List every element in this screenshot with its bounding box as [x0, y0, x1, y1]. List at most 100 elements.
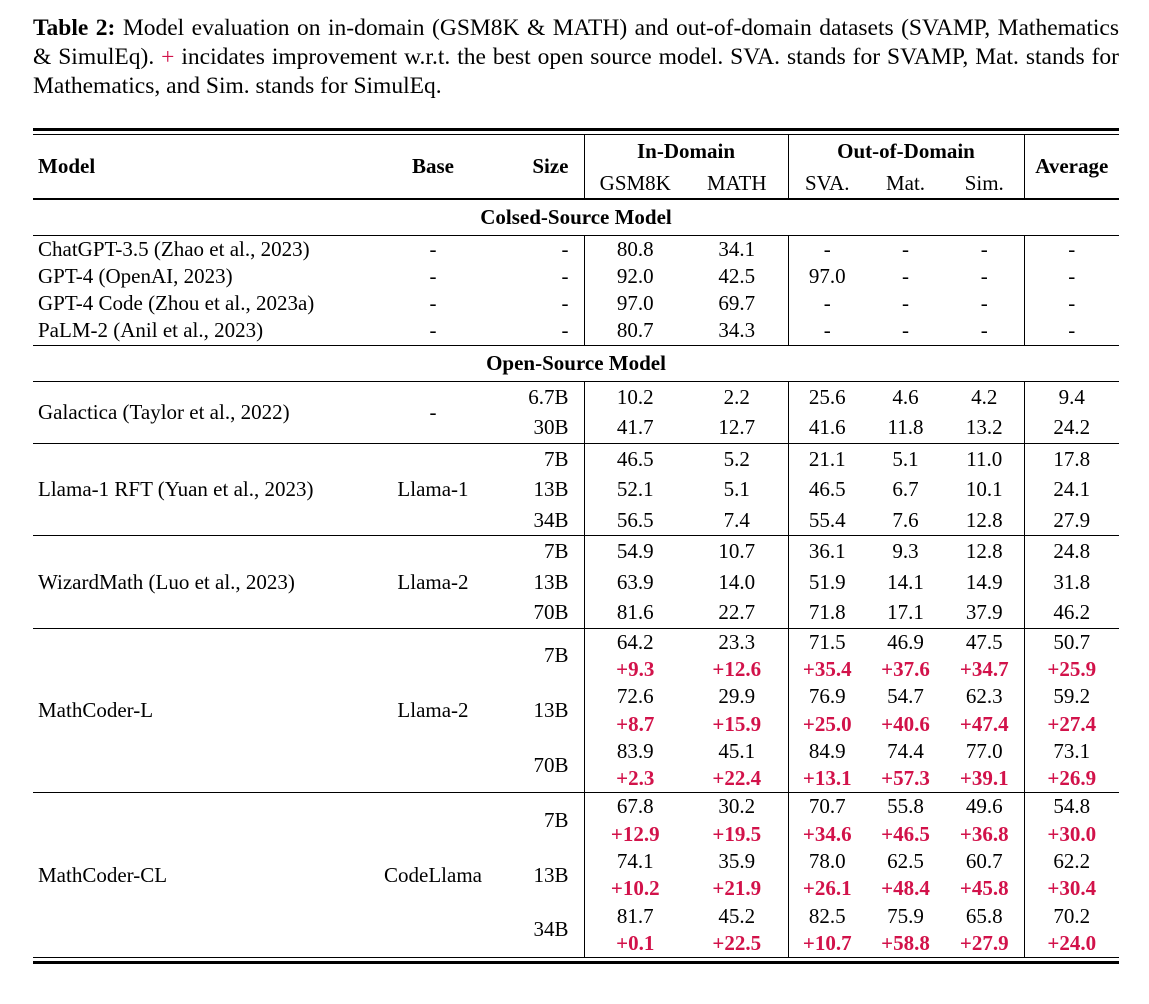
improvement-value: +27.9: [959, 930, 1009, 955]
score-value: 11.8: [887, 415, 924, 440]
model-name: WizardMath (Luo et al., 2023): [33, 535, 373, 629]
score-value: 41.6: [787, 412, 866, 444]
improvement-value: +57.3: [881, 766, 930, 791]
score-value: 23.3: [686, 627, 788, 656]
model-size: -: [561, 291, 569, 316]
improvement-value: +48.4: [881, 876, 930, 901]
score-value: -: [902, 236, 909, 261]
score-value: -: [902, 263, 909, 288]
model-size: 70B: [533, 600, 569, 625]
score-value: 78.0: [787, 848, 866, 876]
score-value: 55.4: [787, 504, 866, 536]
improvement-value: +22.4: [712, 766, 762, 791]
score-value: 46.5: [787, 474, 866, 505]
score-value: 64.2: [583, 627, 686, 656]
improvement-row: +12.9 +19.5 +34.6 +46.5 +36.8 +30.0: [33, 820, 1120, 849]
score-value: 17.8: [1023, 442, 1120, 475]
improvement-value: +9.3: [583, 655, 686, 684]
table-body: Colsed-Source Model ChatGPT-3.5 (Zhao et …: [33, 198, 1120, 958]
score-value: 62.5: [887, 849, 924, 874]
score-value: 70.2: [1023, 902, 1120, 930]
model-name: Galactica (Taylor et al., 2022): [38, 399, 290, 424]
score-value: 45.2: [718, 903, 756, 928]
improvement-value: +45.8: [959, 876, 1009, 901]
improvement-value: +34.6: [787, 820, 866, 849]
base-model: CodeLlama: [373, 792, 493, 958]
model-size: -: [561, 236, 569, 261]
score-value: 56.5: [583, 504, 686, 536]
model-size: 34B: [533, 917, 569, 942]
table-row: MathCoder-L Llama-2 7B 64.2 23.3 71.5 46.9 47.5…: [33, 627, 1120, 793]
model-size: 7B: [493, 627, 584, 684]
score-value: 9.3: [866, 535, 945, 567]
improvement-value: +46.5: [881, 821, 930, 846]
score-value: 31.8: [1023, 566, 1120, 598]
caption-text-2: incidates improvement w.r.t. the best op…: [33, 44, 1119, 99]
score-value: 25.6: [787, 381, 866, 413]
score-value: 24.1: [1023, 474, 1120, 505]
improvement-value: +30.4: [1023, 875, 1120, 903]
section-title: Open-Source Model: [33, 344, 1120, 382]
score-value: 80.7: [583, 317, 686, 346]
base-model: -: [429, 291, 437, 316]
table-row: 13B 72.6 29.9 76.9 54.7 62.3 59.2: [33, 683, 1120, 722]
score-value: 54.8: [1023, 792, 1120, 821]
model-size: 13B: [533, 862, 569, 887]
model-name: GPT-4 Code (Zhou et al., 2023a): [38, 291, 315, 316]
score-value: 7.4: [723, 507, 750, 532]
col-header-model: Model: [33, 134, 373, 200]
base-model: -: [429, 263, 437, 288]
col-header-base: Base: [373, 134, 493, 200]
improvement-value: +8.7: [583, 710, 686, 738]
improvement-row: +0.1 +22.5 +10.7 +58.8 +27.9 +24.0: [33, 929, 1120, 958]
col-header-sva: SVA.: [787, 167, 866, 200]
col-header-mat: Mat.: [866, 167, 945, 200]
score-value: 10.7: [686, 535, 788, 567]
results-table: Model Base Size In-Domain Out-of-Domain …: [33, 128, 1120, 964]
improvement-value: +37.6: [881, 656, 930, 681]
score-value: 71.8: [787, 597, 866, 629]
score-value: 92.0: [583, 262, 686, 291]
score-value: 12.8: [945, 535, 1025, 567]
score-value: -: [902, 291, 909, 316]
improvement-value: +19.5: [712, 821, 762, 846]
model-size: 7B: [493, 442, 584, 475]
model-size: 13B: [533, 569, 569, 594]
score-value: 42.5: [718, 263, 756, 288]
improvement-value: +12.9: [583, 820, 686, 849]
improvement-value: +47.4: [959, 711, 1009, 736]
score-value: 27.9: [1023, 504, 1120, 536]
score-value: 30.2: [686, 792, 788, 821]
score-value: 5.1: [723, 477, 750, 502]
score-value: 72.6: [583, 683, 686, 711]
table-row: 13B 74.1 35.9 78.0 62.5 60.7 62.2: [33, 848, 1120, 887]
table-header: Model Base Size In-Domain Out-of-Domain …: [33, 134, 1120, 200]
table-row: 70B 83.9 45.1 84.9 74.4 77.0 73.1: [33, 737, 1120, 777]
improvement-value: +36.8: [959, 821, 1009, 846]
improvement-row: +9.3 +12.6 +35.4 +37.6 +34.7 +25.9: [33, 655, 1120, 684]
col-header-gsm8k: GSM8K: [583, 167, 686, 200]
base-model: -: [429, 236, 437, 261]
table-row: 30B 41.7 12.7 41.6 11.8 13.2 24.2: [33, 412, 1120, 444]
improvement-value: +0.1: [583, 929, 686, 958]
score-value: 97.0: [787, 262, 866, 291]
score-value: 74.1: [583, 848, 686, 876]
improvement-value: +26.9: [1023, 765, 1120, 793]
improvement-value: +2.3: [583, 765, 686, 793]
score-value: 45.1: [718, 738, 756, 763]
base-model: Llama-2: [373, 627, 493, 793]
score-value: 12.7: [718, 415, 756, 440]
table-row: Llama-1 RFT (Yuan et al., 2023) Llama-1 7B…: [33, 442, 1120, 536]
score-value: 54.9: [583, 535, 686, 567]
score-value: 81.7: [583, 902, 686, 930]
section-row: Colsed-Source Model: [33, 198, 1120, 236]
score-value: 35.9: [718, 849, 756, 874]
score-value: 60.7: [965, 849, 1003, 874]
score-value: -: [1023, 317, 1120, 346]
model-size: 7B: [493, 792, 584, 849]
score-value: 54.7: [887, 684, 924, 709]
score-value: 13.2: [965, 415, 1003, 440]
evaluation-table: Model Base Size In-Domain Out-of-Domain …: [33, 133, 1120, 959]
score-value: 71.5: [787, 627, 866, 656]
score-value: 69.7: [718, 291, 756, 316]
